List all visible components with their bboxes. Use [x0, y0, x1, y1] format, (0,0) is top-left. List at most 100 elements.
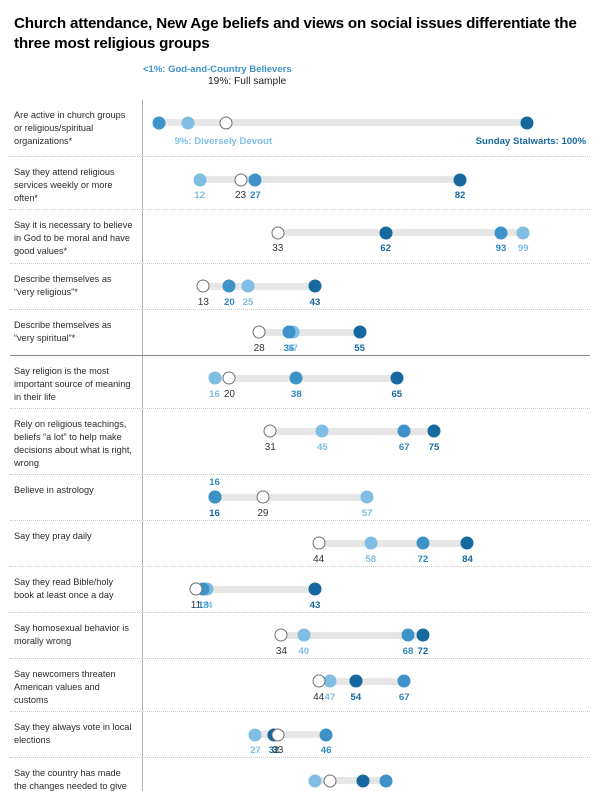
value-track — [195, 585, 315, 593]
value-label-full-sample: 13 — [197, 296, 209, 308]
data-point-diversely-devout[interactable] — [308, 774, 322, 788]
data-point-diversely-devout[interactable] — [208, 371, 222, 385]
data-point-god-and-country[interactable] — [222, 279, 236, 293]
data-point-diversely-devout[interactable] — [297, 628, 311, 642]
data-point-sunday-stalwarts[interactable] — [353, 325, 367, 339]
value-track — [318, 539, 468, 547]
data-point-god-and-country[interactable] — [401, 628, 415, 642]
data-point-god-and-country[interactable] — [397, 674, 411, 688]
data-point-sunday-stalwarts[interactable] — [308, 582, 322, 596]
row-track-area: 11 13 14 43 — [142, 566, 590, 612]
value-label-sunday-stalwarts: 65 — [391, 388, 403, 400]
data-point-god-and-country[interactable] — [152, 116, 166, 130]
data-point-sunday-stalwarts[interactable] — [427, 424, 441, 438]
data-point-diversely-devout[interactable] — [315, 424, 329, 438]
chart-row: Say they read Bible/holy book at least o… — [10, 565, 590, 612]
chart-row: Describe themselves as “very religious”*… — [10, 262, 590, 309]
data-point-sunday-stalwarts[interactable] — [390, 371, 404, 385]
data-point-god-and-country[interactable] — [494, 226, 508, 240]
data-point-sunday-stalwarts[interactable] — [349, 674, 363, 688]
data-point-sunday-stalwarts[interactable] — [416, 628, 430, 642]
value-track — [214, 493, 368, 501]
value-track — [277, 229, 524, 237]
data-point-god-and-country[interactable] — [248, 173, 262, 187]
data-point-diversely-devout[interactable] — [193, 173, 207, 187]
data-point-diversely-devout[interactable] — [181, 116, 195, 130]
value-label-diversely-devout: 40 — [298, 645, 310, 657]
value-label-god-and-country: 16 — [209, 476, 220, 488]
page-title: Church attendance, New Age beliefs and v… — [14, 15, 577, 53]
legend: <1%: God-and-Country Believers 19%: Full… — [10, 64, 590, 100]
data-point-god-and-country[interactable] — [319, 728, 333, 742]
value-label-full-sample: 34 — [275, 645, 288, 657]
value-track — [255, 731, 327, 739]
data-point-god-and-country[interactable] — [416, 536, 430, 550]
data-point-god-and-country[interactable] — [282, 325, 296, 339]
data-point-god-and-country[interactable] — [208, 490, 222, 504]
data-point-sunday-stalwarts[interactable] — [308, 279, 322, 293]
value-label-full-sample: 33 — [272, 243, 284, 255]
value-label-sunday-stalwarts: 16 — [209, 507, 220, 519]
value-label-full-sample: 23 — [234, 190, 247, 202]
data-point-god-and-country[interactable] — [379, 774, 393, 788]
value-label-sunday-stalwarts: 72 — [417, 645, 429, 657]
dot-plot: Are active in church groups or religious… — [10, 100, 590, 791]
row-track-area: 13 20 25 43 — [142, 263, 590, 309]
row-label: Say the country has made the changes nee… — [14, 768, 127, 791]
data-point-sunday-stalwarts[interactable] — [453, 173, 467, 187]
row-label: Say they pray daily — [14, 530, 92, 541]
row-track-area: 28 36 37 55 — [142, 309, 590, 355]
row-label: Say homosexual behavior is morally wrong — [14, 622, 129, 646]
data-point-full-sample[interactable] — [271, 226, 285, 240]
value-label-sunday-stalwarts: 55 — [354, 342, 365, 354]
data-point-full-sample[interactable] — [219, 116, 233, 130]
data-point-diversely-devout[interactable] — [364, 536, 378, 550]
value-label-diversely-devout: 99 — [517, 243, 529, 255]
data-point-full-sample[interactable] — [222, 371, 236, 385]
data-point-full-sample[interactable] — [271, 728, 285, 742]
row-track-area: 34 40 68 72 — [142, 612, 590, 658]
value-track — [158, 119, 527, 127]
value-label-god-and-country: 20 — [224, 296, 235, 308]
data-point-diversely-devout[interactable] — [248, 728, 262, 742]
value-track — [214, 374, 397, 382]
value-label-full-sample: 44 — [313, 691, 325, 703]
data-point-diversely-devout[interactable] — [360, 490, 374, 504]
data-point-full-sample[interactable] — [263, 424, 277, 438]
data-point-sunday-stalwarts[interactable] — [520, 116, 534, 130]
data-point-full-sample[interactable] — [196, 279, 210, 293]
data-point-full-sample[interactable] — [256, 490, 270, 504]
row-label: Say they read Bible/holy book at least o… — [14, 576, 114, 600]
data-point-god-and-country[interactable] — [289, 371, 303, 385]
row-label: Rely on religious teachings, beliefs “a … — [14, 418, 132, 468]
row-label: Describe themselves as “very religious”* — [14, 273, 112, 297]
value-label-god-and-country: 67 — [398, 441, 410, 453]
value-track — [314, 777, 386, 785]
row-track-area: 44 58 72 84 — [142, 520, 590, 566]
data-point-diversely-devout[interactable] — [241, 279, 255, 293]
value-label-full-sample: 11 — [190, 599, 202, 611]
data-point-full-sample[interactable] — [323, 774, 337, 788]
value-track — [203, 282, 315, 290]
data-point-full-sample[interactable] — [234, 173, 248, 187]
row-track-area: 27 32 33 46 — [142, 712, 590, 758]
value-label-diversely-devout: 12 — [194, 190, 205, 202]
data-point-sunday-stalwarts[interactable] — [356, 774, 370, 788]
data-point-full-sample[interactable] — [312, 674, 326, 688]
value-label-god-and-country: 27 — [250, 190, 261, 202]
data-point-god-and-country[interactable] — [397, 424, 411, 438]
data-point-sunday-stalwarts[interactable] — [460, 536, 474, 550]
value-label-sunday-stalwarts: 43 — [309, 296, 321, 308]
chart-row: Say it is necessary to believe in God to… — [10, 209, 590, 263]
data-point-full-sample[interactable] — [252, 325, 266, 339]
data-point-sunday-stalwarts[interactable] — [379, 226, 393, 240]
data-point-full-sample[interactable] — [312, 536, 326, 550]
chart-row: Say they always vote in local elections 2… — [10, 711, 590, 758]
legend-god-and-country: <1%: God-and-Country Believers — [143, 64, 292, 76]
data-point-diversely-devout[interactable] — [323, 674, 337, 688]
data-point-full-sample[interactable] — [189, 582, 203, 596]
data-point-full-sample[interactable] — [274, 628, 288, 642]
data-point-diversely-devout[interactable] — [516, 226, 530, 240]
chart-row: Rely on religious teachings, beliefs “a … — [10, 407, 590, 474]
